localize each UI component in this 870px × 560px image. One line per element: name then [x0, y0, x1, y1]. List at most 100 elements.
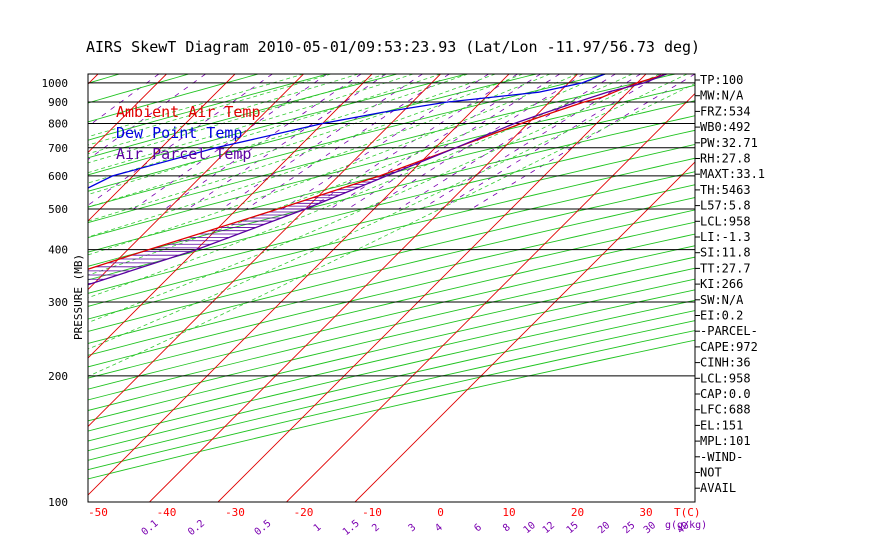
- diagram-title: AIRS SkewT Diagram 2010-05-01/09:53:23.9…: [86, 38, 700, 56]
- isotherm-line: [88, 74, 304, 291]
- dry-adiabat-line: [88, 74, 259, 123]
- mixing-ratio-line: [308, 74, 518, 210]
- pressure-tick-label: 300: [48, 296, 68, 309]
- cape-hatch: [88, 149, 451, 284]
- index-label: EI:0.2: [700, 309, 743, 323]
- isotherm-line: [217, 74, 647, 502]
- index-label: KI:266: [700, 277, 743, 291]
- dry-adiabat-line: [88, 84, 695, 239]
- isotherm-line: [354, 161, 695, 502]
- dry-adiabat-line: [88, 267, 695, 411]
- index-label: SW:N/A: [700, 293, 744, 307]
- mixing-ratio-label: 0.5: [253, 518, 274, 538]
- dry-adiabat-line: [88, 100, 695, 253]
- mixing-ratio-label: 0.1: [140, 518, 161, 538]
- dry-adiabat-line: [88, 74, 329, 141]
- isotherm-line: [88, 74, 510, 496]
- dry-adiabat-line: [88, 310, 695, 452]
- moist-adiabat-line: [88, 74, 551, 238]
- bottom-temp-tick-label: 20: [571, 506, 584, 519]
- pressure-tick-label: 800: [48, 117, 68, 130]
- mixing-ratio-line: [369, 74, 585, 210]
- moist-adiabat-line: [88, 74, 386, 164]
- pressure-tick-label: 700: [48, 142, 68, 155]
- series-line-1: [88, 74, 606, 189]
- dry-adiabat-line: [88, 278, 695, 422]
- index-label: MW:N/A: [700, 89, 744, 103]
- legend-dew-point-temp: Dew Point Temp: [116, 124, 242, 142]
- mixing-ratio-labels: 0.1 0.2 0.5 1 1.5 2 3 4 6 8 10 12 15 20 25 30 40: [140, 518, 692, 538]
- index-label: -WIND-: [700, 450, 743, 464]
- index-label: LCL:958: [700, 214, 751, 228]
- isotherm-line: [286, 92, 695, 502]
- moist-adiabat-line: [88, 74, 469, 195]
- legend-ambient-air-temp: Ambient Air Temp: [116, 103, 261, 121]
- index-label: SI:11.8: [700, 246, 751, 260]
- index-label: CAP:0.0: [700, 387, 751, 401]
- pressure-tick-label: 200: [48, 370, 68, 383]
- y-axis-label: PRESSURE (MB): [72, 254, 85, 340]
- mixing-ratio-label: 15: [565, 520, 581, 536]
- mixing-ratio-line: [282, 74, 489, 210]
- index-label: TP:100: [700, 73, 743, 87]
- background-grid: [88, 74, 695, 502]
- moist-adiabat-line: [88, 74, 633, 299]
- dry-adiabat-line: [88, 221, 695, 368]
- moist-adiabat-line: [88, 74, 606, 276]
- profile-series: [88, 74, 667, 286]
- pressure-tick-label: 500: [48, 203, 68, 216]
- dry-adiabat-line: [88, 74, 606, 208]
- index-label: TH:5463: [700, 183, 751, 197]
- mixing-ratio-label: 4: [433, 522, 445, 534]
- bottom-temperature-tick-labels: -50 -40 -30 -20 -10 0 10 20 30: [88, 506, 653, 519]
- mixing-ratio-label: 6: [472, 522, 484, 534]
- mixing-ratio-line: [421, 74, 641, 210]
- index-label: MAXT:33.1: [700, 167, 765, 181]
- mixing-ratio-label: 3: [407, 522, 419, 534]
- dry-adiabat-line: [88, 143, 695, 294]
- dry-adiabat-line: [88, 129, 695, 281]
- x-axis-unit-label: T(C): [674, 506, 701, 519]
- index-label: TT:27.7: [700, 261, 751, 275]
- mixing-ratio-label: 1.5: [341, 518, 362, 538]
- index-label: AVAIL: [700, 481, 736, 495]
- mixing-ratio-label: 1: [312, 522, 324, 534]
- mixing-ratio-label: 8: [501, 522, 513, 534]
- index-label: CAPE:972: [700, 340, 758, 354]
- plot-frame: [87, 73, 696, 503]
- mixing-ratio-line: [471, 74, 695, 210]
- pressure-tick-label: 400: [48, 244, 68, 257]
- dry-adiabat-line: [88, 184, 695, 332]
- index-label: LI:-1.3: [700, 230, 751, 244]
- isotherm-line: [88, 74, 441, 428]
- mixing-ratio-label: 2: [370, 522, 382, 534]
- moist-adiabat-line: [88, 74, 660, 323]
- isotherm-line: [88, 74, 167, 154]
- moist-adiabat-line: [88, 74, 523, 222]
- index-label: NOT: [700, 466, 722, 480]
- series-line-0: [88, 74, 667, 270]
- moist-adiabat-line: [88, 74, 304, 138]
- mixing-ratio-line: [221, 74, 423, 210]
- bottom-temp-tick-label: -40: [157, 506, 177, 519]
- dry-adiabat-line: [88, 74, 398, 159]
- mixing-ratio-label: 10: [522, 520, 538, 536]
- dry-adiabat-line: [88, 299, 695, 442]
- index-label: PW:32.71: [700, 136, 758, 150]
- pressure-tick-label: 100: [48, 496, 68, 509]
- mixing-ratio-label: 20: [596, 520, 612, 536]
- pressure-tick-label: 1000: [42, 77, 69, 90]
- legend: Ambient Air Temp Dew Point Temp Air Parc…: [116, 103, 261, 163]
- index-label: -PARCEL-: [700, 324, 758, 338]
- mixing-ratio-line: [88, 74, 273, 206]
- dry-adiabat-line: [88, 74, 537, 192]
- dry-adiabat-line: [88, 233, 695, 379]
- moist-adiabat-line: [88, 74, 688, 350]
- dry-adiabat-line: [88, 115, 695, 267]
- index-label: L57:5.8: [700, 199, 751, 213]
- moist-adiabat-line: [88, 74, 332, 146]
- bottom-temp-tick-label: -30: [225, 506, 245, 519]
- isotherm-line: [149, 74, 578, 502]
- dry-adiabat-line: [88, 256, 695, 401]
